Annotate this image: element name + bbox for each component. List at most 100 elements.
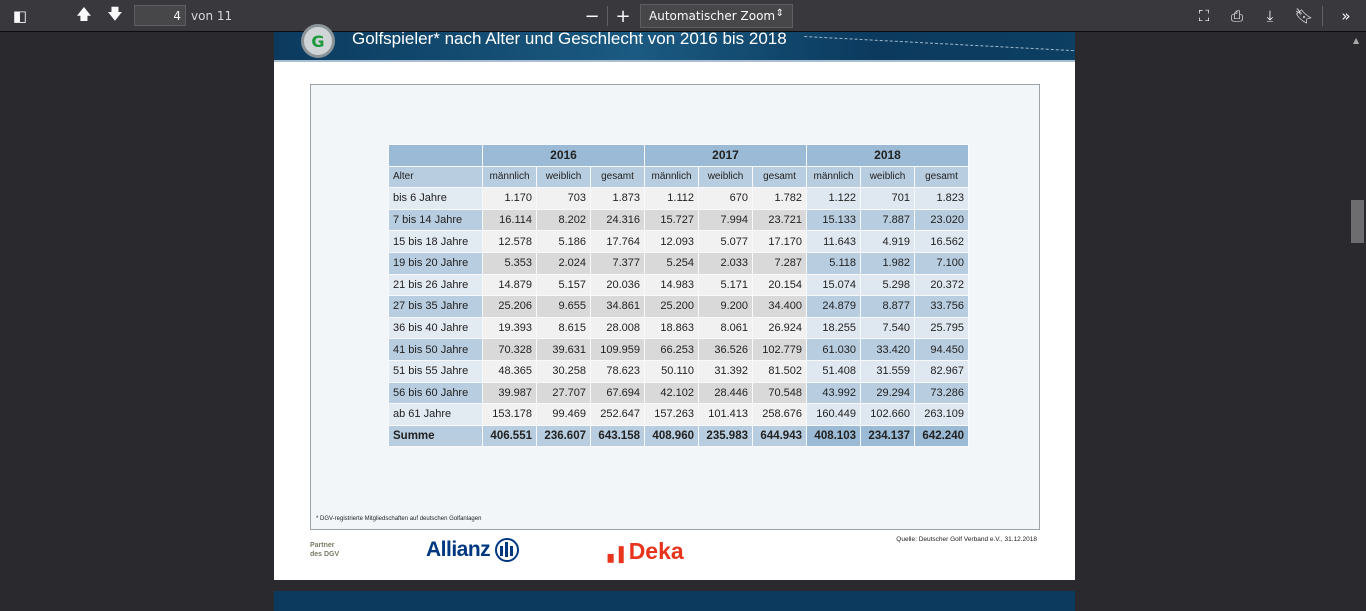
table-cell: 408.960: [644, 424, 699, 448]
table-cell: 7.887: [860, 208, 915, 232]
table-cell: 34.400: [752, 295, 807, 318]
table-cell: 28.008: [590, 316, 645, 340]
presentation-mode-icon[interactable]: ⛶: [1198, 7, 1210, 25]
table-cell: 14.879: [482, 273, 537, 297]
header-blank: [388, 144, 483, 167]
row-label: Summe: [388, 424, 483, 448]
year-header: 2017: [644, 144, 807, 167]
row-label: 21 bis 26 Jahre: [388, 273, 483, 297]
sub-header: weiblich: [536, 165, 591, 189]
table-cell: 9.655: [536, 295, 591, 318]
table-cell: 236.607: [536, 424, 591, 448]
zoom-out-button[interactable]: −: [584, 5, 600, 27]
table-cell: 7.994: [698, 208, 753, 232]
scrollbar-thumb[interactable]: [1351, 200, 1364, 243]
table-cell: 11.643: [806, 230, 861, 253]
decorative-line: [803, 36, 1074, 61]
table-cell: 36.526: [698, 338, 753, 361]
table-panel: 2016 2017 2018 Alter männlich weiblich gesa…: [310, 84, 1040, 530]
partner-label: Partner des DGV: [310, 542, 340, 558]
table-cell: 30.258: [536, 359, 591, 383]
page-banner: G Golfspieler* nach Alter und Geschlecht…: [274, 24, 1075, 62]
table-cell: 2.024: [536, 251, 591, 275]
table-row: 56 bis 60 Jahre 39.987 27.707 67.694 42.102 2…: [388, 381, 969, 405]
table-cell: 2.033: [698, 251, 753, 275]
alter-header: Alter: [388, 165, 483, 189]
table-cell: 153.178: [482, 403, 537, 426]
table-cell: 408.103: [806, 424, 861, 448]
table-cell: 701: [860, 187, 915, 210]
table-cell: 406.551: [482, 424, 537, 448]
table-cell: 670: [698, 187, 753, 210]
table-cell: 5.157: [536, 273, 591, 297]
table-row: 36 bis 40 Jahre 19.393 8.615 28.008 18.863 8.…: [388, 316, 969, 340]
table-cell: 16.562: [914, 230, 969, 253]
scroll-up-icon[interactable]: ▲: [1353, 36, 1360, 45]
sub-header: weiblich: [860, 165, 915, 189]
sub-header: gesamt: [590, 165, 645, 189]
table-cell: 39.631: [536, 338, 591, 361]
table-cell: 5.254: [644, 251, 699, 275]
table-cell: 23.020: [914, 208, 969, 232]
bookmark-icon[interactable]: 🔖︎: [1294, 7, 1314, 25]
table-row: 27 bis 35 Jahre 25.206 9.655 34.861 25.200 9.…: [388, 295, 969, 318]
table-cell: 28.446: [698, 381, 753, 405]
tools-menu-icon[interactable]: »: [1341, 7, 1351, 25]
table-cell: 1.122: [806, 187, 861, 210]
table-cell: 66.253: [644, 338, 699, 361]
row-label: 36 bis 40 Jahre: [388, 316, 483, 340]
table-cell: 14.983: [644, 273, 699, 297]
table-cell: 5.077: [698, 230, 753, 253]
table-row: 41 bis 50 Jahre 70.328 39.631 109.959 66.253…: [388, 338, 969, 361]
table-cell: 12.578: [482, 230, 537, 253]
source-note: Quelle: Deutscher Golf Verband e.V., 31.…: [896, 536, 1037, 543]
sidebar-toggle-icon[interactable]: ◧: [12, 7, 28, 25]
table-cell: 7.540: [860, 316, 915, 340]
row-label: 56 bis 60 Jahre: [388, 381, 483, 405]
table-cell: 50.110: [644, 359, 699, 383]
table-cell: 33.420: [860, 338, 915, 361]
table-cell: 12.093: [644, 230, 699, 253]
print-icon[interactable]: ⎙: [1230, 7, 1243, 25]
pdf-page: G Golfspieler* nach Alter und Geschlecht…: [274, 24, 1075, 580]
table-cell: 24.316: [590, 208, 645, 232]
golfers-table: 2016 2017 2018 Alter männlich weiblich gesa…: [388, 144, 969, 448]
zoom-select[interactable]: Automatischer Zoom ⇕: [640, 4, 793, 28]
table-cell: 18.255: [806, 316, 861, 340]
page-title: Golfspieler* nach Alter und Geschlecht v…: [352, 29, 787, 48]
previous-page-icon[interactable]: 🡅: [76, 4, 92, 23]
table-cell: 9.200: [698, 295, 753, 318]
table-cell: 15.133: [806, 208, 861, 232]
table-cell: 48.365: [482, 359, 537, 383]
table-cell: 19.393: [482, 316, 537, 340]
table-cell: 8.061: [698, 316, 753, 340]
pdf-toolbar: ◧ 🡅 🡇 von 11 − + Automatischer Zoom⇕ ⛶ ⎙…: [0, 0, 1366, 32]
table-cell: 5.186: [536, 230, 591, 253]
zoom-value: Automatischer Zoom: [649, 9, 776, 23]
sub-header: weiblich: [698, 165, 753, 189]
row-label: 41 bis 50 Jahre: [388, 338, 483, 361]
next-page-icon[interactable]: 🡇: [107, 4, 123, 23]
table-cell: 109.959: [590, 338, 645, 361]
table-cell: 102.660: [860, 403, 915, 426]
table-cell: 94.450: [914, 338, 969, 361]
zoom-in-button[interactable]: +: [615, 5, 631, 27]
table-row: 21 bis 26 Jahre 14.879 5.157 20.036 14.983 5.…: [388, 273, 969, 297]
allianz-eagle-icon: [495, 538, 520, 562]
table-cell: 23.721: [752, 208, 807, 232]
sub-header: männlich: [806, 165, 861, 189]
table-cell: 17.764: [590, 230, 645, 253]
table-cell: 644.943: [752, 424, 807, 448]
page-number-input[interactable]: [134, 5, 186, 26]
table-cell: 42.102: [644, 381, 699, 405]
page-count: von 11: [191, 9, 233, 23]
sub-header: männlich: [644, 165, 699, 189]
table-cell: 25.200: [644, 295, 699, 318]
download-icon[interactable]: ⤓: [1266, 7, 1274, 25]
sub-header: männlich: [482, 165, 537, 189]
scrollbar[interactable]: [1349, 32, 1366, 604]
table-cell: 15.727: [644, 208, 699, 232]
table-cell: 8.877: [860, 295, 915, 318]
table-cell: 18.863: [644, 316, 699, 340]
sub-header: gesamt: [752, 165, 807, 189]
